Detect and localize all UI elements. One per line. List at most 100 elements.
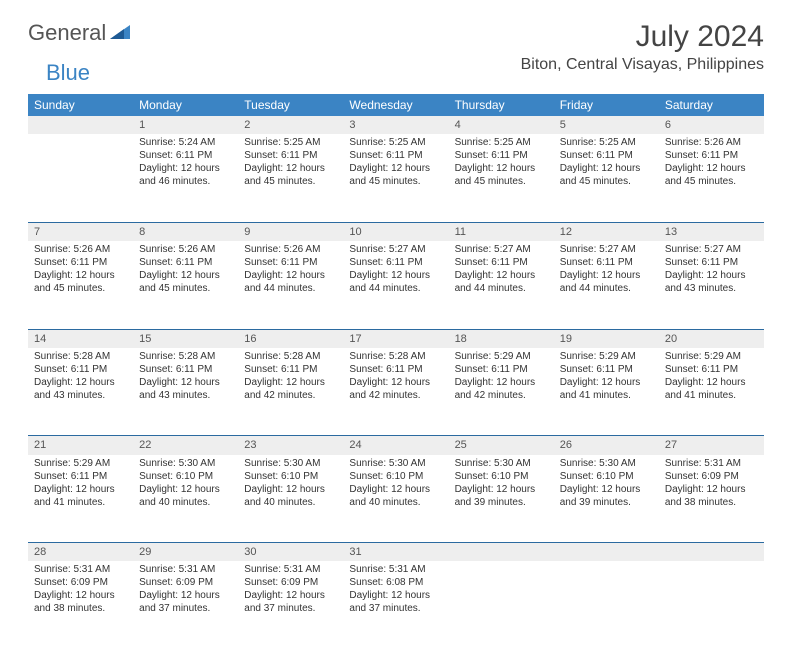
- daylight-text-1: Daylight: 12 hours: [560, 376, 653, 389]
- daylight-text-1: Daylight: 12 hours: [244, 269, 337, 282]
- sunrise-text: Sunrise: 5:25 AM: [455, 136, 548, 149]
- logo-triangle-icon: [110, 23, 130, 44]
- day-content-cell: Sunrise: 5:28 AMSunset: 6:11 PMDaylight:…: [28, 348, 133, 436]
- day-number-cell: [554, 543, 659, 562]
- sunrise-text: Sunrise: 5:26 AM: [665, 136, 758, 149]
- sunrise-text: Sunrise: 5:31 AM: [349, 563, 442, 576]
- day-content-cell: Sunrise: 5:25 AMSunset: 6:11 PMDaylight:…: [238, 134, 343, 222]
- day-header: Saturday: [659, 94, 764, 116]
- day-content-cell: Sunrise: 5:27 AMSunset: 6:11 PMDaylight:…: [659, 241, 764, 329]
- day-number-cell: 15: [133, 329, 238, 348]
- day-number-cell: [28, 116, 133, 134]
- calendar-table: SundayMondayTuesdayWednesdayThursdayFrid…: [28, 94, 764, 649]
- day-content-cell: Sunrise: 5:26 AMSunset: 6:11 PMDaylight:…: [133, 241, 238, 329]
- calendar-header-row: SundayMondayTuesdayWednesdayThursdayFrid…: [28, 94, 764, 116]
- daylight-text-1: Daylight: 12 hours: [349, 269, 442, 282]
- daylight-text-2: and 45 minutes.: [139, 282, 232, 295]
- day-number-cell: 4: [449, 116, 554, 134]
- daylight-text-2: and 38 minutes.: [34, 602, 127, 615]
- sunset-text: Sunset: 6:11 PM: [34, 470, 127, 483]
- daylight-text-1: Daylight: 12 hours: [244, 376, 337, 389]
- sunset-text: Sunset: 6:11 PM: [139, 363, 232, 376]
- sunset-text: Sunset: 6:11 PM: [560, 149, 653, 162]
- calendar-body: 123456Sunrise: 5:24 AMSunset: 6:11 PMDay…: [28, 116, 764, 649]
- day-content-cell: Sunrise: 5:29 AMSunset: 6:11 PMDaylight:…: [554, 348, 659, 436]
- day-content-cell: Sunrise: 5:25 AMSunset: 6:11 PMDaylight:…: [343, 134, 448, 222]
- daylight-text-1: Daylight: 12 hours: [244, 162, 337, 175]
- day-content-cell: Sunrise: 5:27 AMSunset: 6:11 PMDaylight:…: [449, 241, 554, 329]
- week-daynum-row: 14151617181920: [28, 329, 764, 348]
- daylight-text-2: and 41 minutes.: [34, 496, 127, 509]
- day-content-cell: Sunrise: 5:30 AMSunset: 6:10 PMDaylight:…: [343, 455, 448, 543]
- day-content-cell: Sunrise: 5:26 AMSunset: 6:11 PMDaylight:…: [238, 241, 343, 329]
- daylight-text-2: and 39 minutes.: [455, 496, 548, 509]
- daylight-text-2: and 43 minutes.: [665, 282, 758, 295]
- day-content-cell: [554, 561, 659, 649]
- day-number-cell: 21: [28, 436, 133, 455]
- daylight-text-2: and 37 minutes.: [139, 602, 232, 615]
- sunset-text: Sunset: 6:11 PM: [34, 256, 127, 269]
- day-number-cell: 14: [28, 329, 133, 348]
- day-content-cell: Sunrise: 5:30 AMSunset: 6:10 PMDaylight:…: [133, 455, 238, 543]
- sunrise-text: Sunrise: 5:27 AM: [455, 243, 548, 256]
- daylight-text-1: Daylight: 12 hours: [665, 162, 758, 175]
- daylight-text-1: Daylight: 12 hours: [560, 162, 653, 175]
- day-number-cell: 25: [449, 436, 554, 455]
- daylight-text-1: Daylight: 12 hours: [244, 483, 337, 496]
- daylight-text-2: and 45 minutes.: [349, 175, 442, 188]
- sunrise-text: Sunrise: 5:29 AM: [560, 350, 653, 363]
- day-number-cell: [659, 543, 764, 562]
- sunrise-text: Sunrise: 5:30 AM: [560, 457, 653, 470]
- logo-word-2: Blue: [46, 60, 90, 86]
- week-content-row: Sunrise: 5:29 AMSunset: 6:11 PM Daylight:…: [28, 455, 764, 543]
- day-header: Sunday: [28, 94, 133, 116]
- sunrise-text: Sunrise: 5:29 AM: [455, 350, 548, 363]
- daylight-text-2: and 39 minutes.: [560, 496, 653, 509]
- daylight-text-2: and 45 minutes.: [560, 175, 653, 188]
- sunrise-text: Sunrise: 5:31 AM: [244, 563, 337, 576]
- sunrise-text: Sunrise: 5:29 AM: [34, 457, 127, 470]
- daylight-text-2: and 44 minutes.: [349, 282, 442, 295]
- day-number-cell: 18: [449, 329, 554, 348]
- sunset-text: Sunset: 6:11 PM: [665, 363, 758, 376]
- day-content-cell: Sunrise: 5:28 AMSunset: 6:11 PMDaylight:…: [238, 348, 343, 436]
- sunset-text: Sunset: 6:11 PM: [139, 149, 232, 162]
- logo-word-1: General: [28, 20, 106, 46]
- sunrise-text: Sunrise: 5:27 AM: [349, 243, 442, 256]
- week-content-row: Sunrise: 5:24 AMSunset: 6:11 PMDaylight:…: [28, 134, 764, 222]
- daylight-text-2: and 45 minutes.: [34, 282, 127, 295]
- day-content-cell: Sunrise: 5:26 AMSunset: 6:11 PMDaylight:…: [659, 134, 764, 222]
- day-number-cell: 31: [343, 543, 448, 562]
- daylight-text-2: and 37 minutes.: [244, 602, 337, 615]
- daylight-text-2: and 40 minutes.: [139, 496, 232, 509]
- day-number-cell: 29: [133, 543, 238, 562]
- calendar-page: General July 2024 Biton, Central Visayas…: [0, 0, 792, 669]
- sunset-text: Sunset: 6:10 PM: [560, 470, 653, 483]
- sunset-text: Sunset: 6:09 PM: [244, 576, 337, 589]
- title-block: July 2024 Biton, Central Visayas, Philip…: [521, 20, 764, 74]
- sunrise-text: Sunrise: 5:27 AM: [560, 243, 653, 256]
- daylight-text-1: Daylight: 12 hours: [665, 483, 758, 496]
- week-content-row: Sunrise: 5:28 AMSunset: 6:11 PMDaylight:…: [28, 348, 764, 436]
- sunrise-text: Sunrise: 5:26 AM: [244, 243, 337, 256]
- daylight-text-1: Daylight: 12 hours: [455, 162, 548, 175]
- sunrise-text: Sunrise: 5:28 AM: [139, 350, 232, 363]
- day-content-cell: Sunrise: 5:27 AMSunset: 6:11 PMDaylight:…: [343, 241, 448, 329]
- sunrise-text: Sunrise: 5:28 AM: [349, 350, 442, 363]
- day-header: Monday: [133, 94, 238, 116]
- month-title: July 2024: [521, 20, 764, 54]
- daylight-text-2: and 46 minutes.: [139, 175, 232, 188]
- sunset-text: Sunset: 6:11 PM: [244, 149, 337, 162]
- day-content-cell: Sunrise: 5:31 AMSunset: 6:09 PMDaylight:…: [133, 561, 238, 649]
- sunset-text: Sunset: 6:09 PM: [34, 576, 127, 589]
- day-content-cell: Sunrise: 5:29 AMSunset: 6:11 PMDaylight:…: [449, 348, 554, 436]
- daylight-text-2: and 43 minutes.: [34, 389, 127, 402]
- day-content-cell: Sunrise: 5:25 AMSunset: 6:11 PMDaylight:…: [554, 134, 659, 222]
- sunset-text: Sunset: 6:11 PM: [34, 363, 127, 376]
- daylight-text-1: Daylight: 12 hours: [139, 483, 232, 496]
- day-number-cell: [449, 543, 554, 562]
- daylight-text-2: and 42 minutes.: [349, 389, 442, 402]
- daylight-text-2: and 41 minutes.: [665, 389, 758, 402]
- sunset-text: Sunset: 6:11 PM: [455, 256, 548, 269]
- daylight-text-1: Daylight: 12 hours: [349, 483, 442, 496]
